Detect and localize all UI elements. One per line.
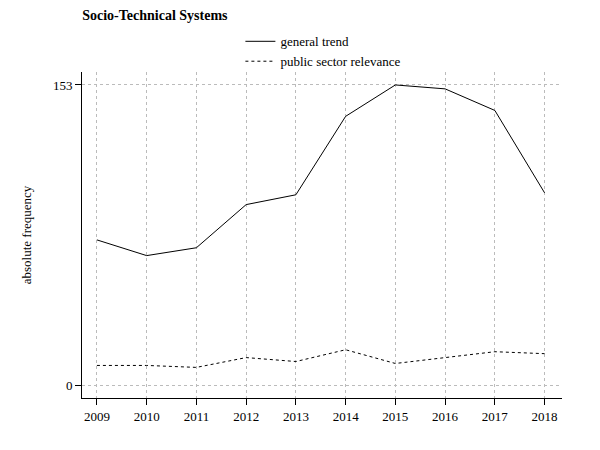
svg-text:2012: 2012	[233, 409, 259, 424]
svg-text:153: 153	[53, 78, 73, 93]
svg-text:absolute frequency: absolute frequency	[19, 185, 34, 284]
svg-text:2013: 2013	[283, 409, 309, 424]
svg-text:2017: 2017	[482, 409, 509, 424]
svg-text:2015: 2015	[382, 409, 408, 424]
svg-text:2011: 2011	[184, 409, 210, 424]
svg-text:0: 0	[66, 378, 73, 393]
svg-text:2014: 2014	[333, 409, 360, 424]
svg-text:Socio-Technical Systems: Socio-Technical Systems	[82, 8, 228, 23]
svg-text:2009: 2009	[84, 409, 110, 424]
svg-text:2010: 2010	[134, 409, 160, 424]
svg-text:2018: 2018	[532, 409, 558, 424]
svg-text:general trend: general trend	[280, 34, 349, 49]
svg-text:public sector relevance: public sector relevance	[280, 54, 400, 69]
svg-text:2016: 2016	[432, 409, 459, 424]
